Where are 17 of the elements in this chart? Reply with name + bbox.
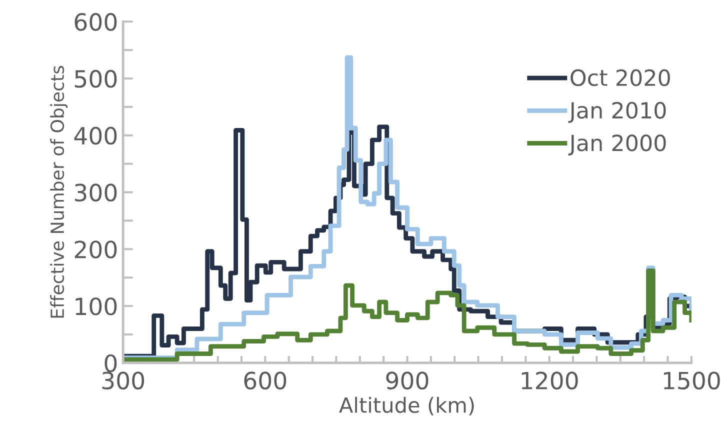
y-tick-label: 100: [76, 297, 117, 316]
x-tick-label: 1200: [522, 372, 578, 390]
y-tick-label: 0: [104, 354, 117, 372]
y-axis-title: Effective Number of Objects: [50, 66, 68, 318]
legend-label: Jan 2010: [568, 102, 666, 123]
y-tick-label: 500: [74, 70, 117, 88]
y-tick-label: 300: [74, 184, 117, 202]
legend-label: Oct 2020: [570, 69, 670, 86]
legend-label: Jan 2000: [568, 134, 666, 156]
x-tick-label: 1500: [664, 372, 720, 390]
x-tick-label: 300: [102, 372, 144, 390]
y-tick-label: 200: [74, 240, 117, 258]
y-tick-label: 600: [74, 13, 117, 31]
x-tick-label: 900: [386, 372, 428, 390]
x-axis-title: Altitude (km): [339, 396, 474, 416]
x-tick-label: 600: [244, 372, 286, 390]
y-tick-label: 400: [74, 126, 117, 145]
